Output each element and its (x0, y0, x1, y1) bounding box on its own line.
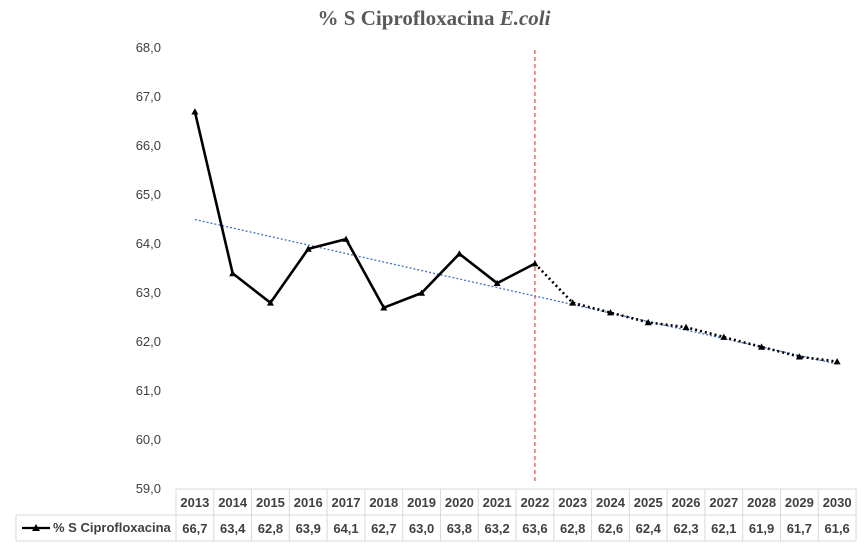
x-category-label: 2030 (823, 495, 852, 510)
data-table: 2013 2014 2015 2016 2017 2018 2019 2020 2021 2022… (15, 488, 857, 542)
data-value-label: 62,6 (598, 521, 623, 536)
y-tick-label: 62,0 (136, 334, 161, 349)
series-line-observed (193, 111, 536, 310)
y-tick-label: 59,0 (136, 481, 161, 496)
data-value-label: 63,6 (522, 521, 547, 536)
trendline (194, 218, 838, 365)
y-tick-label: 60,0 (136, 432, 161, 447)
x-category-label: 2021 (483, 495, 512, 510)
x-category-label: 2025 (634, 495, 663, 510)
plot-area: 68,0 67,0 66,0 65,0 64,0 63,0 62,0 61,0 60,0 59,0 (136, 40, 841, 496)
x-category-label: 2027 (709, 495, 738, 510)
x-category-label: 2023 (558, 495, 587, 510)
data-value-label: 62,4 (636, 521, 662, 536)
x-category-label: 2014 (218, 495, 248, 510)
data-point-marker (455, 250, 463, 257)
data-point-marker (191, 108, 199, 115)
chart-title-main: % S Ciprofloxacina (318, 6, 495, 30)
data-value-label: 63,9 (296, 521, 321, 536)
data-point-marker (833, 358, 841, 365)
x-category-label: 2020 (445, 495, 474, 510)
y-tick-label: 61,0 (136, 383, 161, 398)
data-point-marker (795, 353, 803, 360)
data-value-label: 62,1 (711, 521, 736, 536)
data-point-marker (531, 260, 539, 267)
legend-key-marker (32, 524, 40, 531)
data-value-label: 66,7 (182, 521, 207, 536)
data-value-label: 63,0 (409, 521, 434, 536)
data-point-marker (569, 299, 577, 306)
data-value-label: 64,1 (333, 521, 358, 536)
x-category-label: 2017 (332, 495, 361, 510)
x-category-label: 2024 (596, 495, 626, 510)
data-value-label: 63,4 (220, 521, 246, 536)
data-point-marker (720, 333, 728, 340)
chart-title-organism: E.coli (499, 6, 551, 30)
data-point-marker (266, 299, 274, 306)
x-category-label: 2029 (785, 495, 814, 510)
data-point-marker (758, 343, 766, 350)
data-value-label: 61,7 (787, 521, 812, 536)
data-point-marker (493, 279, 501, 286)
data-point-marker (304, 245, 312, 252)
data-point-marker (229, 269, 237, 277)
y-tick-label: 64,0 (136, 236, 161, 251)
data-value-label: 62,8 (258, 521, 283, 536)
data-point-marker (606, 309, 614, 316)
x-category-label: 2028 (747, 495, 776, 510)
y-tick-label: 68,0 (136, 40, 161, 55)
x-category-label: 2026 (672, 495, 701, 510)
data-value-label: 62,7 (371, 521, 396, 536)
data-value-label: 61,9 (749, 521, 774, 536)
legend-series-name: % S Ciprofloxacina (53, 520, 172, 535)
x-category-label: 2016 (294, 495, 323, 510)
data-point-marker (682, 323, 690, 331)
data-value-label: 62,8 (560, 521, 585, 536)
data-point-marker (644, 318, 652, 326)
x-category-label: 2013 (180, 495, 209, 510)
chart-title: % S Ciprofloxacina E.coli (318, 6, 551, 30)
y-tick-label: 63,0 (136, 285, 161, 300)
series-line-projection (533, 262, 838, 363)
x-category-label: 2018 (369, 495, 398, 510)
x-category-label: 2019 (407, 495, 436, 510)
x-category-label: 2015 (256, 495, 285, 510)
x-category-label: 2022 (520, 495, 549, 510)
y-tick-label: 66,0 (136, 138, 161, 153)
data-value-label: 63,8 (447, 521, 472, 536)
data-point-marker (342, 235, 350, 242)
data-point-marker (418, 289, 426, 296)
y-tick-label: 65,0 (136, 187, 161, 202)
data-value-label: 63,2 (484, 521, 509, 536)
data-value-label: 61,6 (824, 521, 849, 536)
data-point-marker (380, 304, 388, 311)
data-value-label: 62,3 (673, 521, 698, 536)
y-tick-label: 67,0 (136, 89, 161, 104)
